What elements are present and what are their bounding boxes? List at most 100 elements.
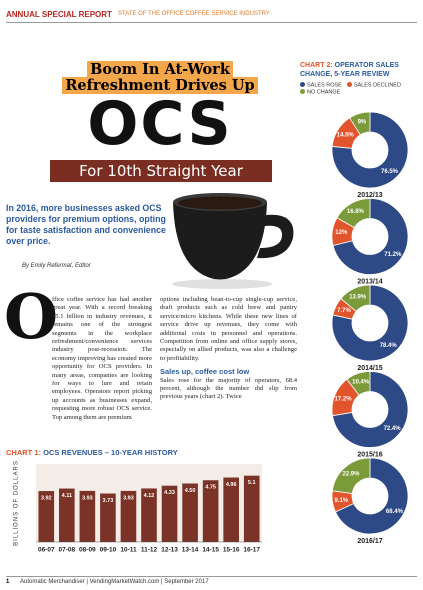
x-tick-label: 15-16 [223,547,240,554]
slice-label: 12% [335,230,348,236]
x-tick-label: 11-12 [141,547,158,554]
donut-slice [332,198,409,275]
value-label: 3.73 [103,498,114,504]
chart-label: CHART 1: [6,448,41,457]
legend-label: NO CHANGE [307,89,341,95]
slice-label: 10.4% [352,380,370,386]
headline-text: Boom In At-Work [87,61,233,78]
value-label: 4.50 [185,488,196,494]
x-tick-label: 06-07 [38,547,55,554]
body-text: ffice coffee service has had another gre… [52,296,152,421]
donut-slice [340,284,371,313]
legend-item: SALES ROSE [300,82,342,89]
value-label: 3.93 [123,495,134,501]
coffee-cup [172,193,294,289]
page-number: 1 [6,579,10,585]
donut-slice [331,111,409,189]
y-axis-label: BILLIONS OF DOLLARS [14,460,20,546]
bar-chart: BILLIONS OF DOLLARS 3.92 06-07 4.11 07-08 3.9… [14,460,262,554]
donut-slice [331,457,371,494]
body-text: options including bean-to-cup single-cup… [160,296,297,402]
chart-title: OPERATOR SALES CHANGE, 5-YEAR REVIEW [300,62,399,78]
bar [243,475,260,542]
chart2-title: CHART 2: OPERATOR SALES CHANGE, 5-YEAR R… [300,62,420,79]
headline: Boom In At-Work Refreshment Drives Up [40,61,280,94]
publication: Automatic Merchandiser | VendingMarketWa… [20,579,209,585]
value-label: 4.33 [164,490,175,496]
bar [202,480,219,542]
donut-slice [349,111,371,136]
headline-text: Refreshment Drives Up [62,77,258,94]
x-tick-label: 07-08 [59,547,76,554]
x-tick-label: 10-11 [120,547,137,554]
legend-swatch [346,82,352,87]
donut-label: 2015/16 [357,451,382,458]
coffee [178,196,262,210]
slice-label: 76.5% [381,169,399,175]
donut-slice [331,284,409,362]
slice-label: 78.4% [380,343,398,349]
legend: SALES ROSE SALES DECLINED NO CHANGE [300,82,420,95]
bar [59,488,75,542]
subsection: STATE OF THE OFFICE COFFEE SERVICE INDUS… [118,11,270,17]
slice-label: 17.2% [335,396,353,402]
slice-label: 13.9% [349,294,367,300]
headline-line: Refreshment Drives Up [40,77,280,94]
rule [6,576,417,577]
bar [38,491,55,542]
x-tick-label: 16-17 [243,547,260,554]
donut-charts: 76.5% 14.5%9% 2012/13 71.2% 12% 16.8% 2013/14 7… [331,111,409,545]
value-label: 4.11 [62,493,72,499]
slice-label: 71.2% [384,252,402,258]
value-label: 3.93 [82,495,93,501]
donut-slice [334,457,409,535]
x-tick-label: 14-15 [202,547,219,554]
legend-label: SALES ROSE [307,82,342,89]
slice-label: 9% [358,120,367,126]
slice-label: 68.4% [386,509,404,515]
banner: For 10th Straight Year [50,160,272,182]
bar [79,490,96,542]
legend-item: NO CHANGE [300,88,341,95]
intro: In 2016, more businesses asked OCS provi… [6,203,166,246]
big-title: OCS [87,89,233,159]
slice-label: 7.7% [337,308,351,314]
value-label: 5.1 [248,480,256,486]
x-tick-label: 12-13 [161,547,178,554]
donut-label: 2012/13 [357,192,382,199]
donut-slice [346,371,371,396]
donut-slice [332,371,409,448]
value-label: 4.96 [226,482,237,488]
value-label: 4.12 [144,493,155,499]
paragraph: Sales rose for the majority of operators… [160,376,297,401]
drop-cap: O [4,280,59,353]
x-tick-label: 13-14 [182,547,199,554]
bar [223,477,239,542]
chart1-title: CHART 1: OCS REVENUES – 10-YEAR HISTORY [6,448,178,457]
value-label: 3.92 [41,495,52,501]
bar [120,490,137,542]
byline: By Emily Refermat, Editor [22,263,91,269]
chart-label: CHART 2: [300,62,333,69]
legend-item: SALES DECLINED [346,82,401,89]
section: ANNUAL SPECIAL REPORT [6,10,112,19]
rule [6,22,417,23]
x-tick-label: 09-10 [100,547,117,554]
legend-swatch [300,82,305,87]
donut-slice [336,198,371,229]
value-label: 4.75 [205,485,216,491]
x-tick-label: 08-09 [79,547,96,554]
slice-label: 14.5% [337,132,355,138]
bar [182,483,198,542]
headline-line: Boom In At-Work [40,61,280,78]
slice-label: 22.9% [342,472,360,478]
bar [141,488,157,542]
cup-body [173,202,267,280]
subhead: Sales up, coffee cost low [160,367,250,377]
slice-label: 72.4% [384,426,402,432]
donut-label: 2014/15 [357,365,382,372]
cup-handle [257,214,294,259]
bar [161,485,178,542]
chart-title: OCS REVENUES – 10-YEAR HISTORY [43,448,178,457]
